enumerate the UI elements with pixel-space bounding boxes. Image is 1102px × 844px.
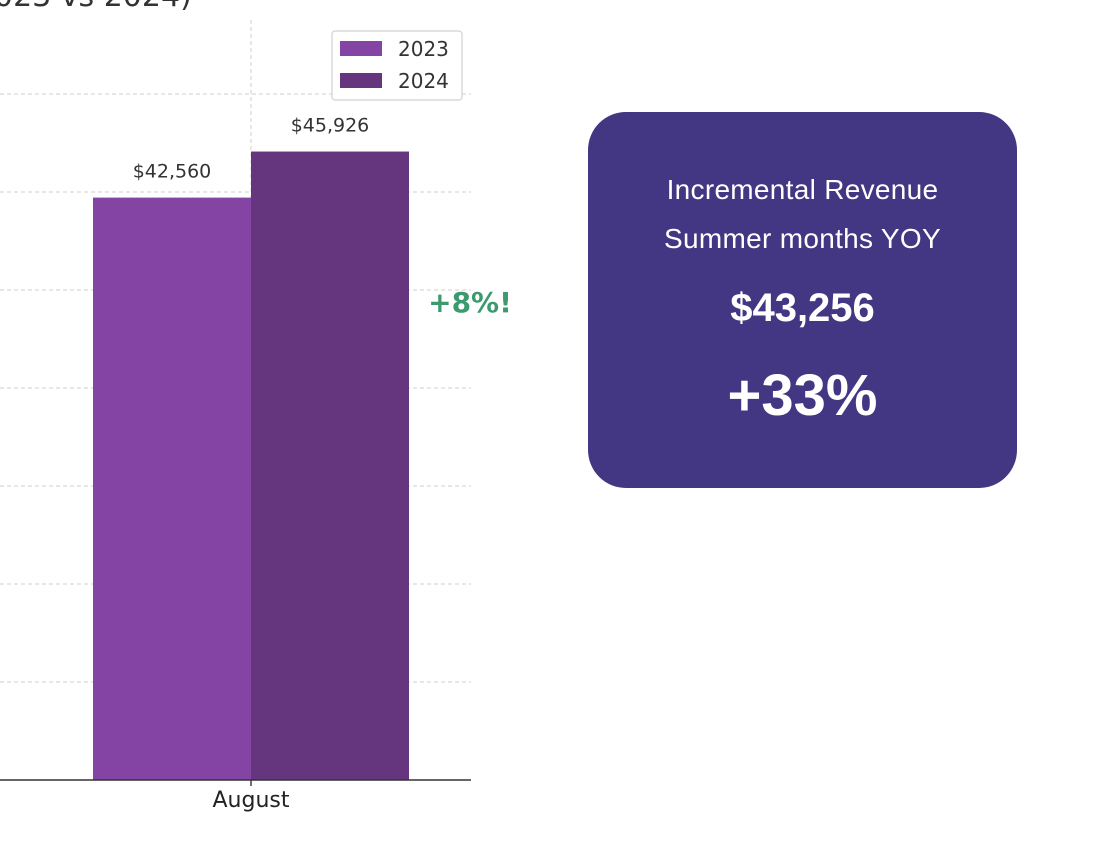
- card-amount: $43,256: [730, 286, 875, 330]
- incremental-revenue-card: Incremental Revenue Summer months YOY $4…: [588, 112, 1017, 488]
- growth-annotation: +8%!: [428, 286, 512, 319]
- legend-swatch-2024: [340, 73, 382, 88]
- data-label-2023: $42,560: [133, 161, 212, 183]
- chart-legend: 2023 2024: [331, 30, 463, 101]
- chart-title: 023 vs 2024): [0, 0, 192, 14]
- legend-label-2023: 2023: [398, 37, 449, 61]
- label-layer: $42,560 $45,926 August: [0, 115, 471, 813]
- data-label-2024: $45,926: [291, 115, 370, 137]
- x-tick-label: August: [213, 788, 290, 813]
- card-title-line1: Incremental Revenue: [666, 174, 939, 205]
- legend-label-2024: 2024: [398, 69, 449, 93]
- bar-2023-august: [93, 197, 251, 781]
- bar-2024-august: [251, 151, 409, 780]
- card-percent: +33%: [727, 363, 878, 428]
- legend-swatch-2023: [340, 41, 382, 56]
- card-title-line2: Summer months YOY: [664, 223, 941, 254]
- bar-layer: [93, 151, 409, 781]
- revenue-bar-chart: $42,560 $45,926 August 023 vs 2024) +8%! 2…: [0, 0, 512, 813]
